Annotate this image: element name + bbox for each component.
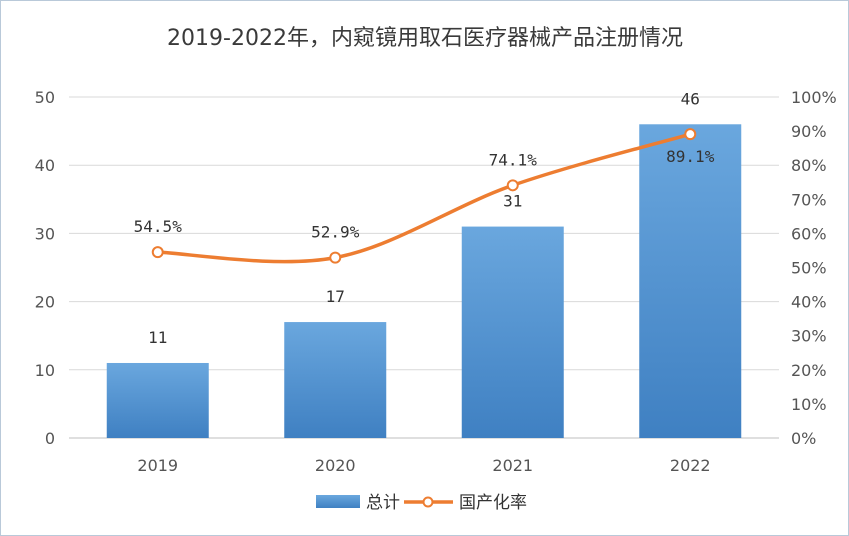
bar-data-label: 46 [681,89,700,108]
x-axis-ticks: 2019 2020 2021 2022 [137,456,710,475]
y-right-tick-label: 10% [791,395,827,414]
y-right-tick-label: 40% [791,293,827,312]
bar-data-label: 31 [503,192,522,211]
x-tick-label: 2019 [137,456,178,475]
bar [639,124,742,438]
legend: 总计 国产化率 [316,493,527,513]
y-right-tick-label: 0% [791,429,816,448]
legend-line-marker [422,496,434,508]
line-marker [506,179,519,192]
line-data-label: 89.1% [666,147,715,166]
bar-series [106,124,742,438]
legend-bar-label: 总计 [366,493,400,513]
y-right-tick-label: 90% [791,122,827,141]
line-marker [329,251,342,264]
left-axis-ticks: 0 10 20 30 40 50 [35,88,55,448]
bar-data-label: 17 [326,287,345,306]
y-left-tick-label: 20 [35,293,55,312]
line-data-label: 54.5% [134,217,183,236]
bar [284,322,387,438]
y-left-tick-label: 40 [35,156,55,175]
line-marker [684,128,697,141]
y-left-tick-label: 30 [35,224,55,243]
y-right-tick-label: 80% [791,156,827,175]
bar [106,362,209,438]
y-right-tick-label: 50% [791,259,827,278]
y-right-tick-label: 20% [791,361,827,380]
line-data-label: 74.1% [489,150,538,169]
legend-bar-swatch [316,495,360,508]
x-tick-label: 2021 [492,456,533,475]
y-left-tick-label: 0 [45,429,55,448]
legend-line-label: 国产化率 [459,493,527,513]
y-right-tick-label: 100% [791,88,837,107]
y-right-tick-label: 70% [791,190,827,209]
x-tick-label: 2020 [315,456,356,475]
x-tick-label: 2022 [670,456,711,475]
line-series [151,128,697,264]
right-axis-ticks: 0% 10% 20% 30% 40% 50% 60% 70% 80% 90% 100% [791,88,837,448]
bar [461,226,564,438]
bar-data-label: 11 [148,328,167,347]
line-data-label: 52.9% [311,223,360,242]
y-left-tick-label: 10 [35,361,55,380]
line-path [156,132,692,264]
line-marker [151,246,164,259]
line-data-labels: 54.5% 52.9% 74.1% 89.1% [134,147,715,241]
y-left-tick-label: 50 [35,88,55,107]
chart-title: 2019-2022年，内窥镜用取石医疗器械产品注册情况 [167,26,683,51]
bar-data-labels: 11 17 31 46 [148,89,700,347]
y-right-tick-label: 30% [791,327,827,346]
y-right-tick-label: 60% [791,224,827,243]
